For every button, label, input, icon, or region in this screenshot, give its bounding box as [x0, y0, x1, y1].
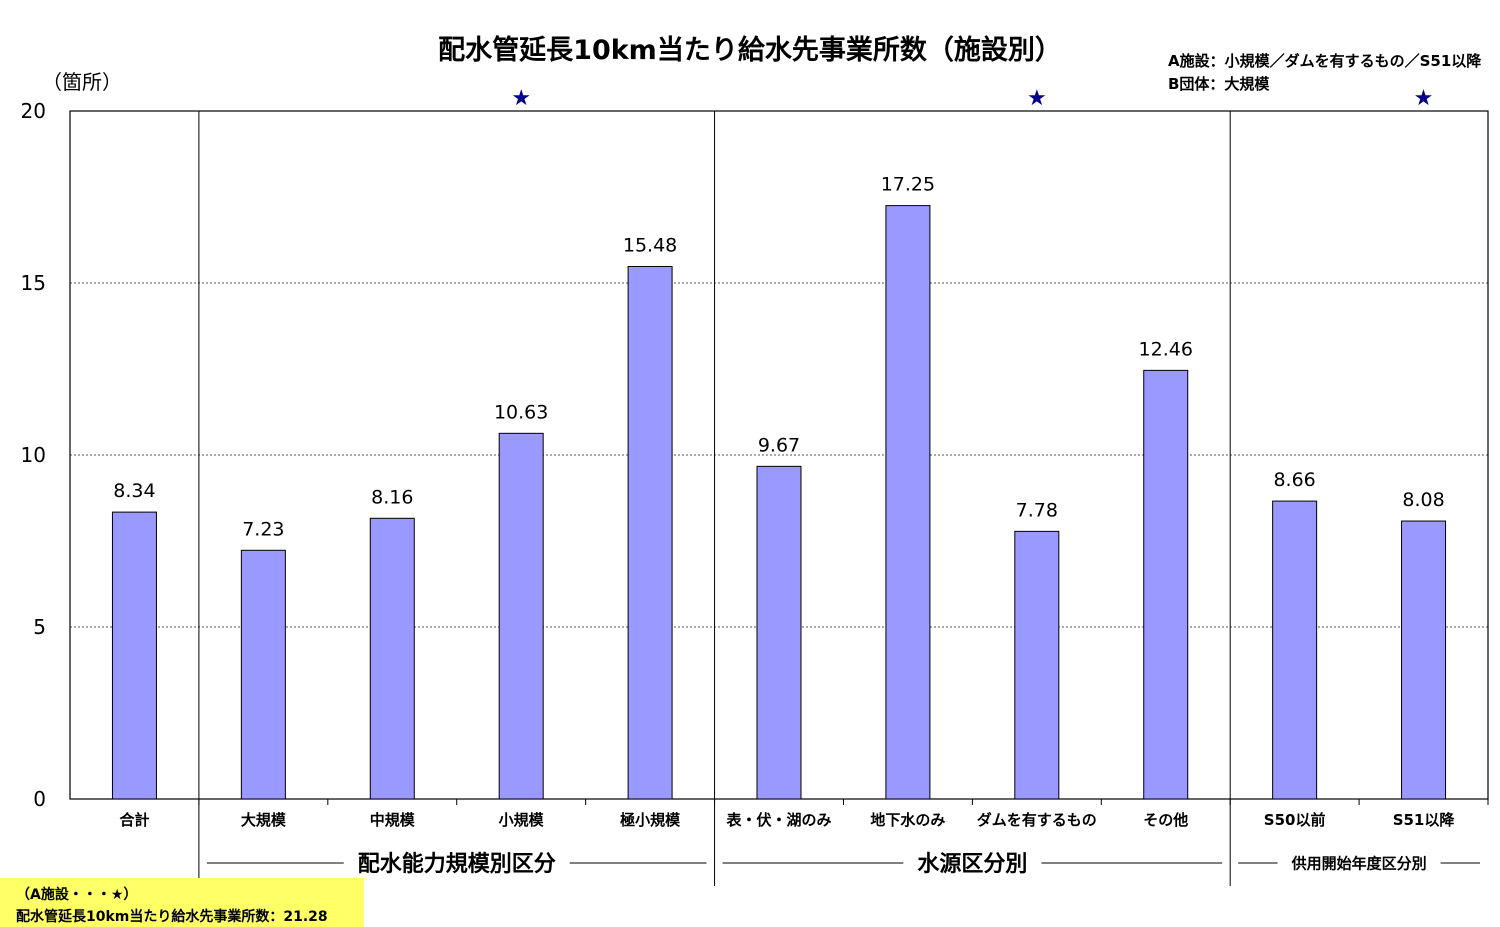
data-label: 8.34	[113, 480, 155, 502]
bar	[1401, 520, 1447, 800]
footnote-line-2: 配水管延長10km当たり給水先事業所数：21.28	[16, 909, 328, 925]
data-label: 7.23	[242, 518, 284, 540]
group-label: 供用開始年度区分別	[1291, 854, 1427, 872]
bar	[111, 511, 157, 800]
x-tick-label: 地下水のみ	[870, 811, 945, 829]
bar	[240, 549, 286, 800]
y-tick-label: 15	[21, 271, 46, 295]
x-tick-label: ダムを有するもの	[977, 811, 1097, 829]
data-label: 8.16	[371, 486, 413, 508]
x-tick-label: S51以降	[1393, 811, 1456, 829]
bar	[1272, 500, 1318, 800]
data-label: 17.25	[881, 174, 935, 196]
footnote-box: （A施設・・・★） 配水管延長10km当たり給水先事業所数：21.28	[0, 878, 364, 927]
star-marker: ★	[1027, 86, 1047, 111]
data-label: 8.08	[1402, 489, 1444, 511]
bar	[1143, 369, 1189, 800]
footnote-line-1: （A施設・・・★）	[16, 887, 138, 903]
bar	[885, 205, 931, 800]
x-tick-label: 小規模	[499, 811, 545, 829]
x-tick-label: 合計	[118, 811, 149, 829]
bar	[498, 432, 544, 800]
x-tick-label: 大規模	[241, 811, 287, 829]
y-tick-label: 10	[21, 443, 46, 467]
chart-title: 配水管延長10km当たり給水先事業所数（施設別）	[438, 35, 1062, 66]
x-tick-label: 中規模	[370, 811, 416, 829]
bar	[1014, 530, 1060, 800]
star-marker: ★	[511, 86, 531, 111]
data-label: 7.78	[1016, 499, 1058, 521]
data-label: 15.48	[623, 234, 677, 256]
x-tick-label: 極小規模	[619, 811, 681, 829]
data-label: 10.63	[494, 401, 548, 423]
x-tick-label: その他	[1143, 811, 1188, 829]
x-tick-label: S50以前	[1264, 811, 1326, 829]
legend-line-a: A施設：小規模／ダムを有するもの／S51以降	[1168, 52, 1482, 70]
legend-line-b: B団体：大規模	[1168, 75, 1270, 93]
bar	[756, 465, 802, 800]
bar	[627, 265, 673, 800]
y-tick-label: 0	[33, 787, 46, 811]
x-tick-label: 表・伏・湖のみ	[726, 811, 831, 829]
star-marker: ★	[1414, 86, 1434, 111]
group-label: 水源区分別	[917, 852, 1027, 877]
data-label: 9.67	[758, 434, 800, 456]
data-label: 12.46	[1139, 338, 1193, 360]
y-axis-unit-label: （箇所）	[42, 70, 122, 94]
data-label: 8.66	[1273, 469, 1315, 491]
y-tick-label: 5	[33, 615, 46, 639]
bar	[369, 517, 415, 800]
y-tick-label: 20	[21, 99, 46, 123]
group-label: 配水能力規模別区分	[358, 851, 556, 877]
